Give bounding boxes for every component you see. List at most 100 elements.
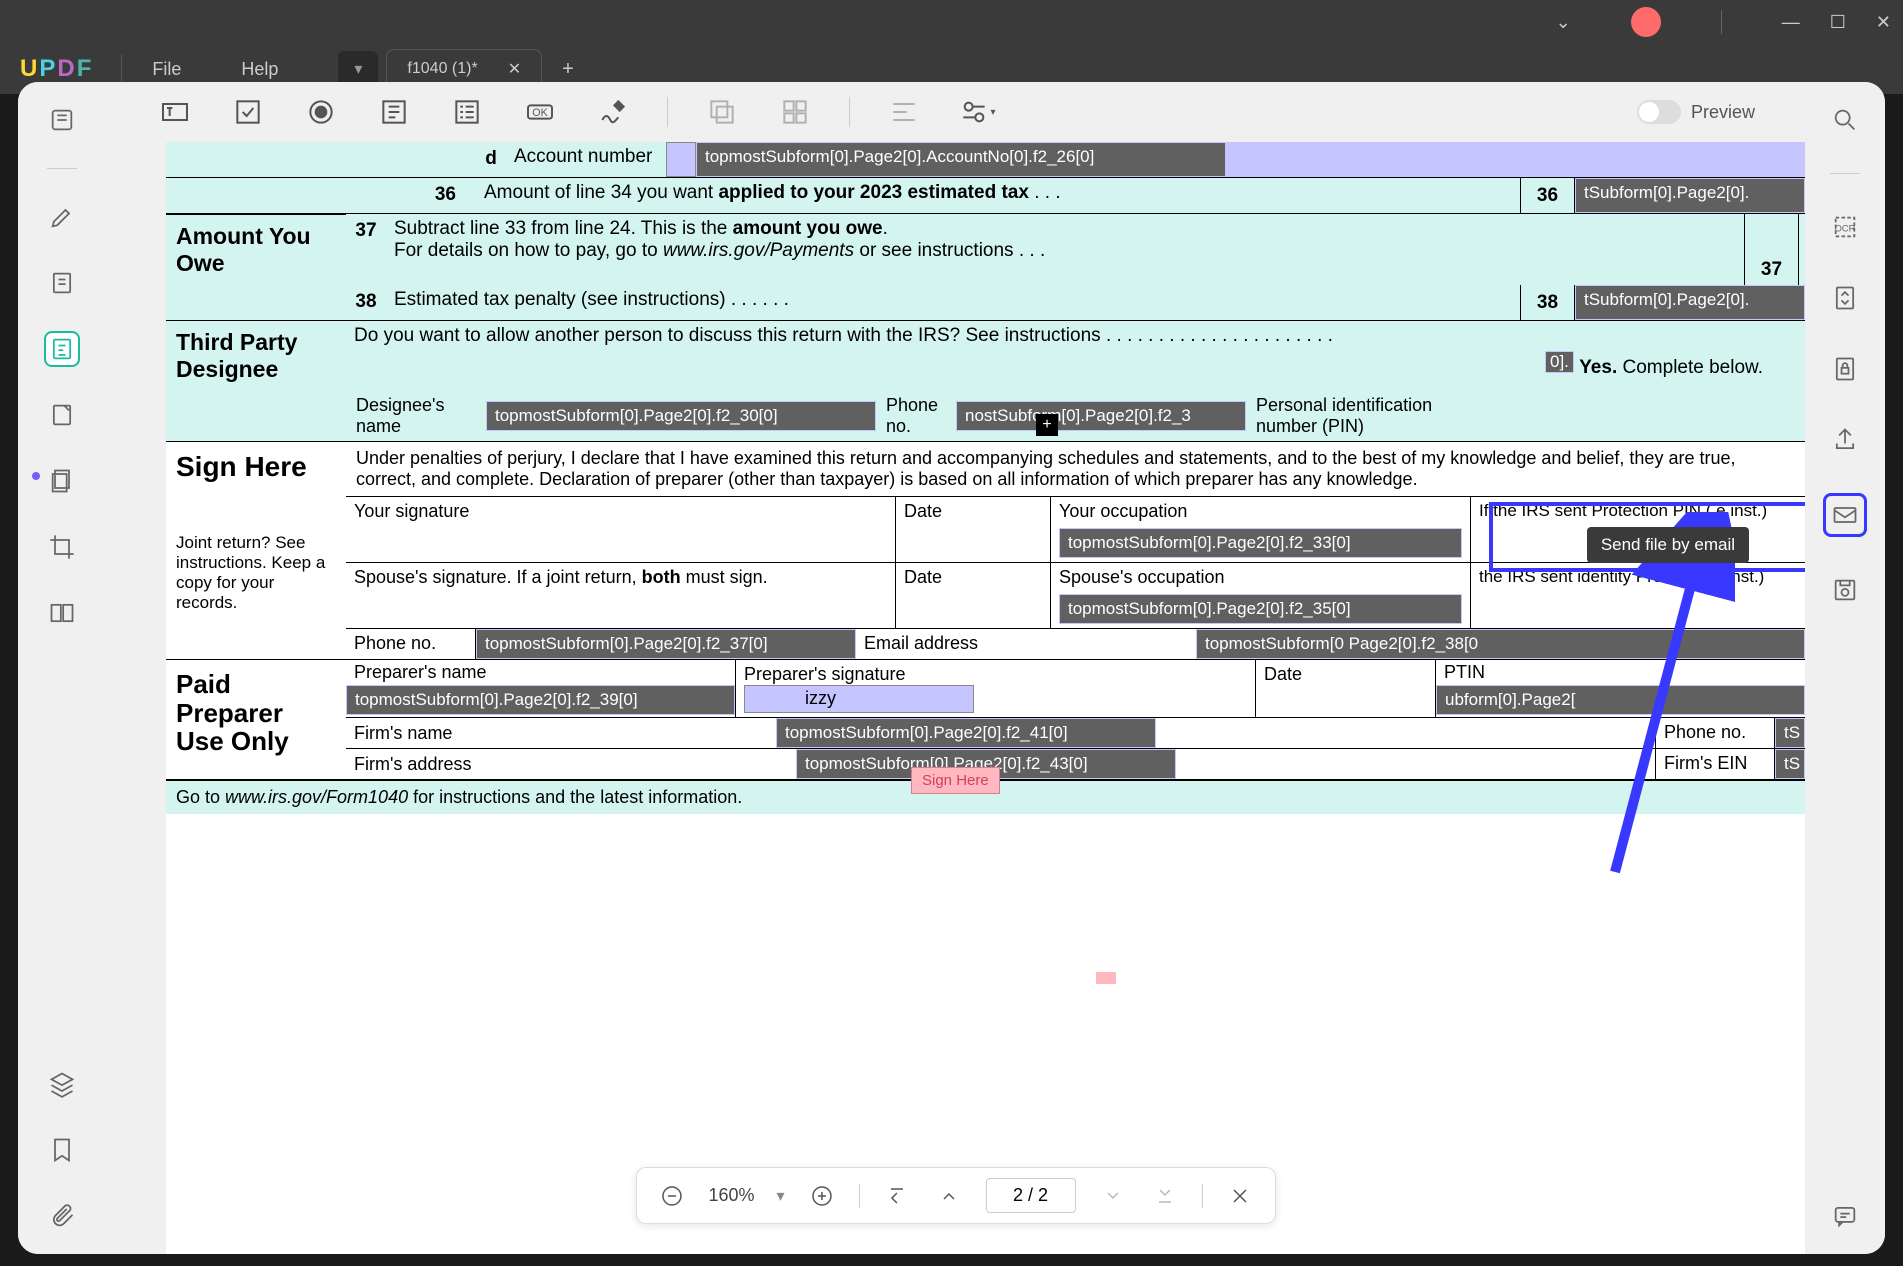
account-number-field[interactable]: topmostSubform[0].Page2[0].AccountNo[0].… xyxy=(696,142,1226,177)
form-toolbar: OK ▾ Preview xyxy=(106,82,1805,142)
sign-here-tag[interactable]: Sign Here xyxy=(911,767,1000,794)
account-number-label: Account number xyxy=(506,142,666,177)
phone-no-label-2: Phone no. xyxy=(346,629,476,659)
left-sidebar xyxy=(18,82,106,1254)
form-icon[interactable] xyxy=(44,331,80,367)
separator xyxy=(849,97,850,127)
firm-phone-field[interactable]: tS xyxy=(1775,718,1805,748)
save-icon[interactable] xyxy=(1827,572,1863,608)
highlighter-icon[interactable] xyxy=(44,199,80,235)
add-tab-icon[interactable]: + xyxy=(562,58,574,81)
date-label-2: Date xyxy=(896,563,1051,628)
button-icon[interactable]: OK xyxy=(521,93,559,131)
copy-icon[interactable] xyxy=(703,93,741,131)
designee-name-field[interactable]: topmostSubform[0].Page2[0].f2_30[0] xyxy=(486,401,876,431)
main-area: OK ▾ Preview d Account number topmostSub… xyxy=(18,82,1885,1254)
search-icon[interactable] xyxy=(1827,102,1863,138)
tools-icon[interactable]: ▾ xyxy=(958,93,996,131)
next-page-icon[interactable] xyxy=(1098,1181,1128,1211)
user-avatar[interactable] xyxy=(1631,7,1661,37)
arrow-annotation xyxy=(1595,512,1735,882)
zoom-value: 160% xyxy=(708,1185,754,1206)
line-38-field[interactable]: tSubform[0].Page2[0]. xyxy=(1575,285,1805,320)
maximize-icon[interactable]: ☐ xyxy=(1830,12,1846,33)
edit-icon[interactable] xyxy=(44,397,80,433)
dropdown-icon[interactable] xyxy=(375,93,413,131)
tooltip: Send file by email xyxy=(1587,527,1749,563)
radio-icon[interactable] xyxy=(302,93,340,131)
convert-icon[interactable] xyxy=(1827,280,1863,316)
tab-title: f1040 (1)* xyxy=(407,60,477,78)
preparer-name-label: Preparer's name xyxy=(346,660,735,685)
crop-icon[interactable] xyxy=(44,529,80,565)
zero-box: 0]. xyxy=(1545,351,1574,373)
close-icon[interactable]: ✕ xyxy=(1876,12,1891,33)
align-icon[interactable] xyxy=(885,93,923,131)
yes-label: Yes. xyxy=(1579,357,1617,378)
date-label: Date xyxy=(896,497,1051,562)
reader-icon[interactable] xyxy=(44,102,80,138)
attachment-icon[interactable] xyxy=(44,1198,80,1234)
chevron-down-icon[interactable]: ⌄ xyxy=(1556,12,1571,33)
pin-label: Personal identification number (PIN) xyxy=(1246,391,1466,441)
line-38: 38 xyxy=(346,285,386,320)
separator xyxy=(1202,1184,1203,1208)
date-label-3: Date xyxy=(1256,660,1436,717)
bottom-bar: 160% ▾ xyxy=(635,1167,1275,1224)
listbox-icon[interactable] xyxy=(448,93,486,131)
text-field-icon[interactable] xyxy=(156,93,194,131)
first-page-icon[interactable] xyxy=(882,1181,912,1211)
zoom-out-icon[interactable] xyxy=(656,1181,686,1211)
compare-icon[interactable] xyxy=(44,595,80,631)
layers-icon[interactable] xyxy=(44,1066,80,1102)
svg-text:OCR: OCR xyxy=(1835,224,1856,234)
preparer-signature-label: Preparer's signature xyxy=(744,664,1247,685)
email-label: Email address xyxy=(856,629,1196,659)
help-menu[interactable]: Help xyxy=(241,59,278,80)
phone-field-2[interactable]: topmostSubform[0].Page2[0].f2_37[0] xyxy=(476,629,856,659)
checkbox-icon[interactable] xyxy=(229,93,267,131)
firm-name-label: Firm's name xyxy=(354,723,452,744)
paid-preparer-label: Paid Preparer Use Only xyxy=(176,670,336,756)
comment-icon[interactable] xyxy=(1827,1198,1863,1234)
complete-below: Complete below. xyxy=(1617,357,1763,378)
line-37-text: Subtract line 33 from line 24. This is t… xyxy=(386,214,1744,285)
prev-page-icon[interactable] xyxy=(934,1181,964,1211)
firm-ein-field[interactable]: tS xyxy=(1775,749,1805,779)
separator xyxy=(859,1184,860,1208)
line-36-field[interactable]: tSubform[0].Page2[0]. xyxy=(1575,178,1805,213)
ocr-icon[interactable]: OCR xyxy=(1827,209,1863,245)
protect-icon[interactable] xyxy=(1827,351,1863,387)
occupation-field[interactable]: topmostSubform[0].Page2[0].f2_33[0] xyxy=(1059,528,1462,558)
phone-field[interactable]: nostSubform[0].Page2[0].f2_3 xyxy=(956,401,1246,431)
share-icon[interactable] xyxy=(1827,422,1863,458)
signature-icon[interactable] xyxy=(594,93,632,131)
page-icon[interactable] xyxy=(44,463,80,499)
last-page-icon[interactable] xyxy=(1150,1181,1180,1211)
zoom-in-icon[interactable] xyxy=(807,1181,837,1211)
email-icon[interactable] xyxy=(1823,493,1867,537)
preparer-signature-field[interactable]: izzy xyxy=(744,685,974,713)
document: d Account number topmostSubform[0].Page2… xyxy=(166,142,1805,1254)
zoom-dropdown-icon[interactable]: ▾ xyxy=(777,1186,785,1206)
line-38-box: 38 xyxy=(1520,285,1575,320)
firm-name-field[interactable]: topmostSubform[0].Page2[0].f2_41[0] xyxy=(776,718,1156,748)
close-bar-icon[interactable] xyxy=(1225,1181,1255,1211)
file-menu[interactable]: File xyxy=(152,59,181,80)
line-36-box: 36 xyxy=(1520,178,1575,213)
grid-icon[interactable] xyxy=(776,93,814,131)
separator xyxy=(47,168,77,169)
add-field-icon[interactable]: + xyxy=(1036,414,1058,436)
preview-toggle[interactable] xyxy=(1637,100,1681,124)
tab-close-icon[interactable]: ✕ xyxy=(508,59,521,79)
page-input[interactable] xyxy=(986,1178,1076,1213)
amount-you-owe-label: Amount You Owe xyxy=(166,214,346,285)
minimize-icon[interactable]: — xyxy=(1782,12,1800,33)
line-36: 36 xyxy=(346,178,476,213)
bookmark-icon[interactable] xyxy=(44,1132,80,1168)
spouse-occupation-field[interactable]: topmostSubform[0].Page2[0].f2_35[0] xyxy=(1059,594,1462,624)
line-36-text: Amount of line 34 you want applied to yo… xyxy=(476,178,1520,213)
note-icon[interactable] xyxy=(44,265,80,301)
spouse-sig-label: Spouse's signature. If a joint return, b… xyxy=(346,563,896,628)
preparer-name-field[interactable]: topmostSubform[0].Page2[0].f2_39[0] xyxy=(346,685,735,715)
